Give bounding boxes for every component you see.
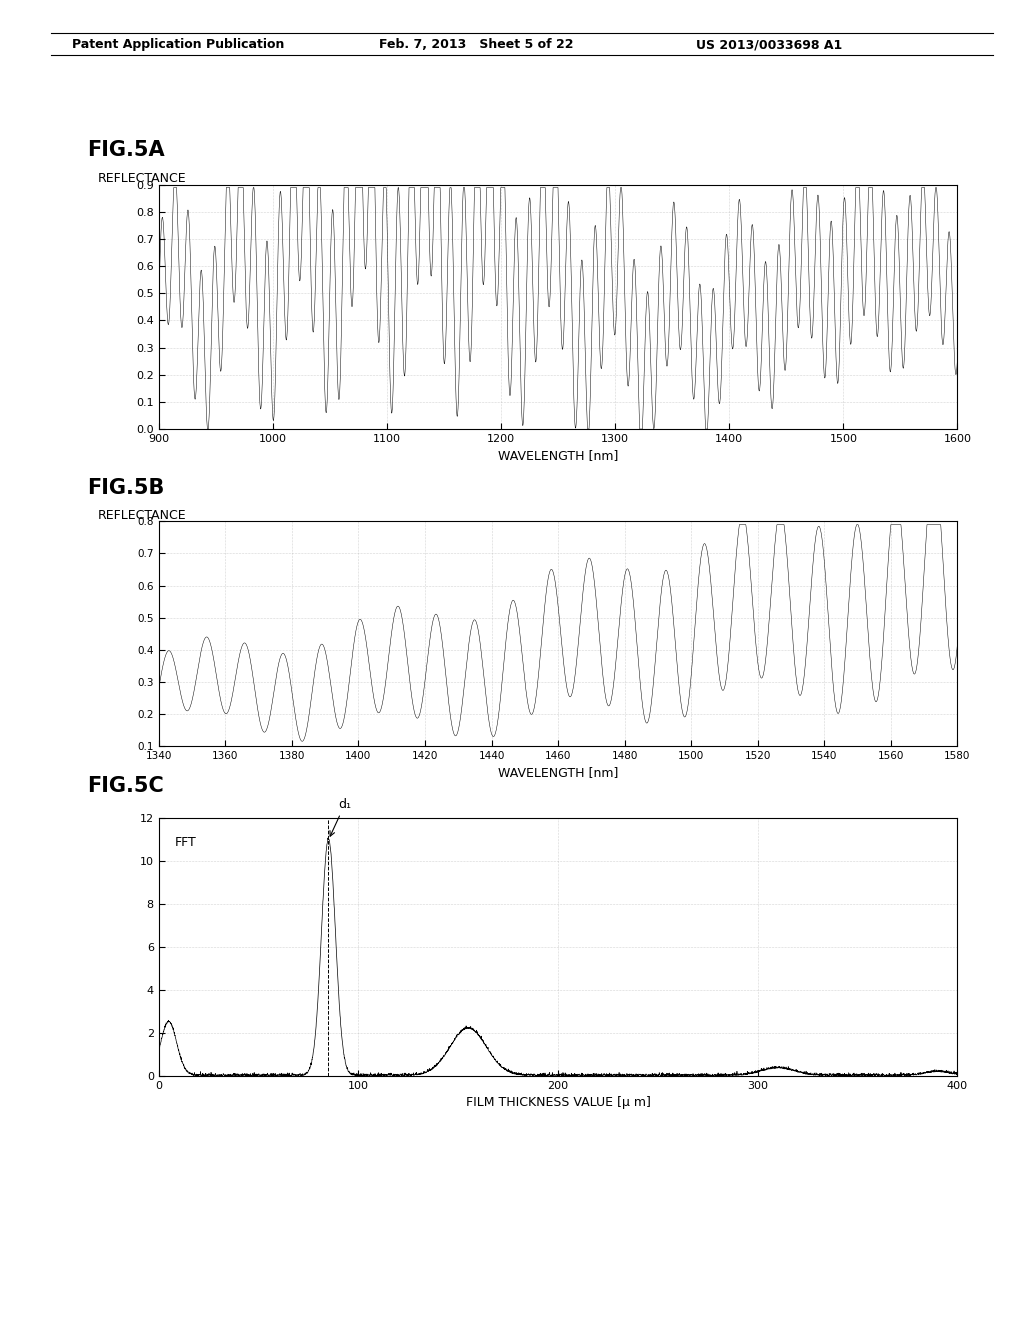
Text: US 2013/0033698 A1: US 2013/0033698 A1 (696, 38, 843, 51)
X-axis label: WAVELENGTH [nm]: WAVELENGTH [nm] (498, 766, 618, 779)
Text: Patent Application Publication: Patent Application Publication (72, 38, 284, 51)
Text: d₁: d₁ (330, 797, 351, 836)
Text: REFLECTANCE: REFLECTANCE (97, 508, 186, 521)
Text: FIG.5A: FIG.5A (87, 140, 165, 160)
Text: FFT: FFT (175, 837, 197, 849)
Text: Feb. 7, 2013   Sheet 5 of 22: Feb. 7, 2013 Sheet 5 of 22 (379, 38, 573, 51)
X-axis label: FILM THICKNESS VALUE [μ m]: FILM THICKNESS VALUE [μ m] (466, 1096, 650, 1109)
X-axis label: WAVELENGTH [nm]: WAVELENGTH [nm] (498, 449, 618, 462)
Text: REFLECTANCE: REFLECTANCE (97, 172, 186, 185)
Text: FIG.5C: FIG.5C (87, 776, 164, 796)
Text: FIG.5B: FIG.5B (87, 478, 165, 498)
